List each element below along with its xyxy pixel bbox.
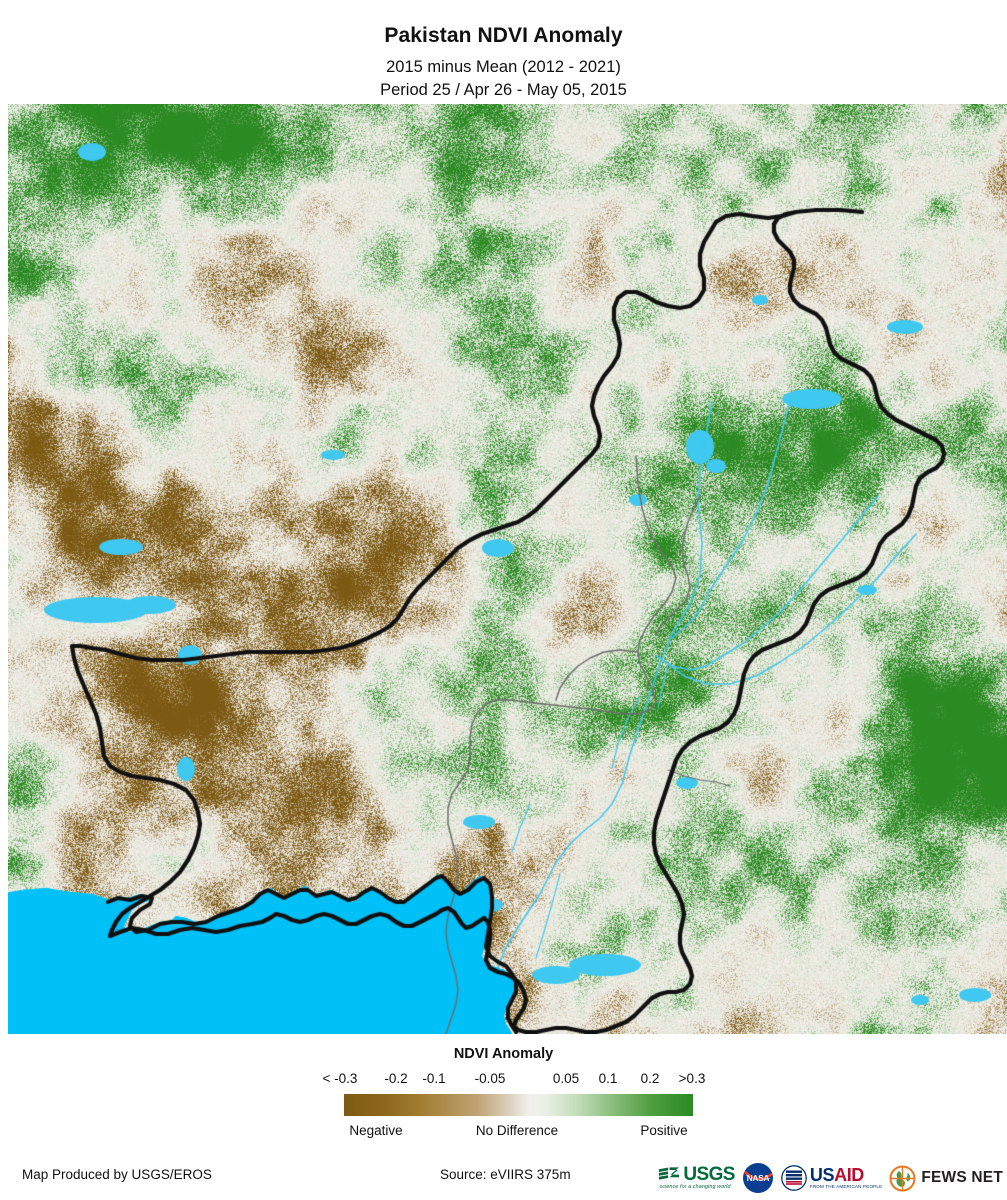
usaid-seal-icon: [781, 1165, 807, 1191]
logo-strip: USGS science for a changing world NASA: [658, 1156, 1003, 1200]
usgs-tagline: science for a changing world: [659, 1184, 731, 1191]
legend-category-labels: Negative No Difference Positive: [0, 1123, 1007, 1143]
usaid-wordmark-us: US: [809, 1164, 835, 1185]
usgs-logo: USGS science for a changing world: [658, 1161, 735, 1195]
usgs-wave-icon: [659, 1167, 680, 1180]
map-left-margin: [0, 104, 8, 1034]
footer: Map Produced by USGS/EROS Source: eVIIRS…: [0, 1160, 1007, 1200]
nasa-logo: NASA: [742, 1161, 774, 1195]
legend-category-1: No Difference: [475, 1123, 559, 1139]
legend-tick-7: >0.3: [678, 1071, 706, 1087]
legend-colorbar: [344, 1094, 693, 1117]
usaid-logo: USAID FROM THE AMERICAN PEOPLE: [781, 1161, 882, 1195]
svg-text:NASA: NASA: [747, 1174, 770, 1183]
map-viewport[interactable]: [0, 104, 1007, 1034]
legend-tick-5: 0.1: [598, 1071, 618, 1087]
usgs-wordmark: USGS: [683, 1164, 735, 1186]
ndvi-anomaly-raster[interactable]: [0, 104, 1007, 1034]
fews-globe-icon: [889, 1165, 916, 1191]
legend-tick-6: 0.2: [640, 1071, 660, 1087]
page-subtitle: 2015 minus Mean (2012 - 2021): [386, 58, 621, 77]
legend-colorbar-wrap: [0, 1094, 1007, 1117]
footer-produced-by: Map Produced by USGS/EROS: [22, 1167, 212, 1182]
legend-title: NDVI Anomaly: [453, 1046, 554, 1062]
page-period-label: Period 25 / Apr 26 - May 05, 2015: [380, 81, 627, 100]
footer-source: Source: eVIIRS 375m: [440, 1167, 571, 1182]
legend-tick-1: -0.2: [384, 1071, 408, 1087]
fews-net-wordmark: FEWS NET: [921, 1169, 1003, 1186]
legend-tick-3: -0.05: [474, 1071, 506, 1087]
legend-tick-0: < -0.3: [322, 1071, 358, 1087]
nasa-meatball-icon: NASA: [742, 1163, 773, 1193]
usaid-wordmark-aid: AID: [834, 1164, 864, 1185]
page-title: Pakistan NDVI Anomaly: [384, 24, 623, 47]
map-header: Pakistan NDVI Anomaly 2015 minus Mean (2…: [0, 0, 1007, 102]
legend-category-2: Positive: [640, 1123, 688, 1139]
usaid-tagline: FROM THE AMERICAN PEOPLE: [809, 1184, 883, 1190]
legend-tick-4: 0.05: [552, 1071, 580, 1087]
fews-net-logo: FEWS NET: [889, 1161, 1003, 1195]
legend-tick-2: -0.1: [422, 1071, 446, 1087]
legend: NDVI Anomaly < -0.3 -0.2 -0.1 -0.05 0.05 0.1 0…: [0, 1046, 1007, 1143]
legend-category-0: Negative: [349, 1123, 403, 1139]
legend-tick-labels: < -0.3 -0.2 -0.1 -0.05 0.05 0.1 0.2 >0.3: [0, 1071, 1007, 1091]
